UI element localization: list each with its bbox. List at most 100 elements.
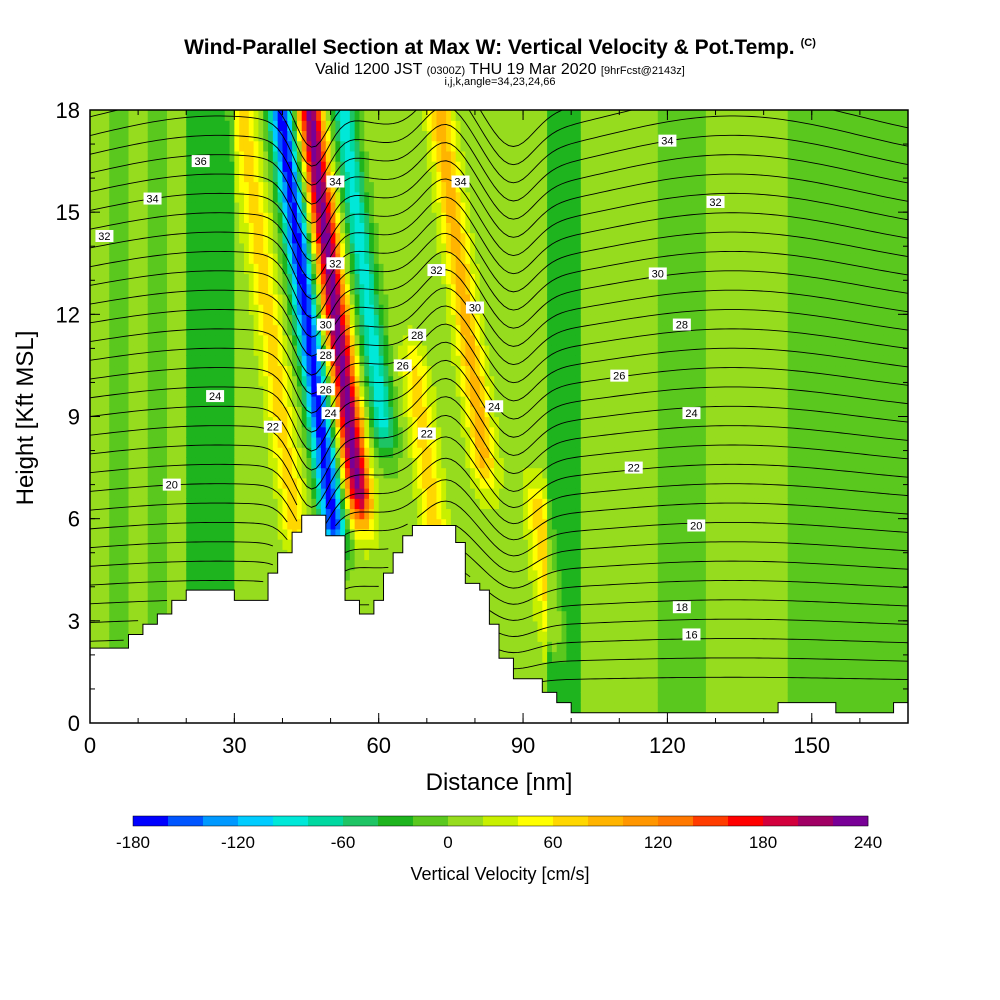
velocity-cell bbox=[157, 569, 163, 581]
velocity-cell bbox=[412, 242, 418, 254]
velocity-cell bbox=[316, 253, 322, 264]
velocity-cell bbox=[162, 181, 168, 193]
velocity-cell bbox=[369, 539, 375, 550]
velocity-cell bbox=[229, 161, 235, 172]
velocity-cell bbox=[417, 130, 423, 142]
velocity-cell bbox=[118, 620, 125, 632]
velocity-cell bbox=[162, 488, 168, 499]
velocity-cell bbox=[450, 416, 457, 428]
velocity-cell bbox=[142, 201, 149, 213]
velocity-cell bbox=[431, 171, 438, 183]
velocity-cell bbox=[369, 293, 375, 305]
velocity-cell bbox=[215, 406, 221, 418]
velocity-cell bbox=[301, 416, 308, 428]
velocity-cell bbox=[364, 324, 370, 336]
velocity-cell bbox=[258, 549, 264, 561]
velocity-cell bbox=[142, 304, 149, 315]
velocity-cell bbox=[330, 508, 336, 520]
velocity-cell bbox=[287, 191, 293, 203]
velocity-cell bbox=[114, 385, 120, 397]
velocity-cell bbox=[369, 426, 375, 438]
velocity-cell bbox=[287, 324, 293, 336]
velocity-cell bbox=[446, 191, 452, 203]
velocity-cell bbox=[455, 304, 462, 315]
velocity-cell bbox=[239, 232, 245, 244]
velocity-cell bbox=[186, 518, 192, 530]
velocity-cell bbox=[388, 242, 394, 254]
velocity-cell bbox=[272, 508, 279, 520]
velocity-cell bbox=[292, 498, 298, 510]
velocity-cell bbox=[258, 242, 264, 254]
velocity-cell bbox=[455, 201, 462, 213]
velocity-cell bbox=[205, 467, 211, 479]
velocity-cell bbox=[210, 334, 216, 346]
velocity-cell bbox=[402, 120, 409, 132]
velocity-cell bbox=[465, 436, 471, 448]
velocity-cell bbox=[94, 620, 101, 632]
velocity-cell bbox=[104, 242, 110, 254]
velocity-cell bbox=[417, 355, 423, 367]
velocity-cell bbox=[292, 222, 298, 234]
velocity-cell bbox=[301, 375, 308, 387]
velocity-cell bbox=[465, 518, 471, 530]
velocity-cell bbox=[446, 334, 452, 346]
velocity-cell bbox=[272, 528, 279, 540]
velocity-cell bbox=[224, 161, 231, 172]
velocity-cell bbox=[200, 477, 207, 489]
velocity-cell bbox=[195, 528, 202, 540]
velocity-cell bbox=[224, 344, 231, 356]
velocity-cell bbox=[152, 120, 158, 132]
velocity-cell bbox=[162, 110, 168, 121]
velocity-cell bbox=[90, 344, 96, 356]
velocity-cell bbox=[388, 498, 394, 510]
velocity-cell bbox=[215, 365, 221, 377]
velocity-cell bbox=[431, 242, 438, 254]
velocity-cell bbox=[460, 263, 466, 275]
velocity-cell bbox=[460, 355, 466, 367]
velocity-cell bbox=[138, 447, 144, 458]
velocity-cell bbox=[316, 498, 322, 510]
velocity-cell bbox=[229, 447, 235, 458]
velocity-cell bbox=[364, 191, 370, 203]
velocity-cell bbox=[128, 324, 134, 336]
velocity-cell bbox=[104, 293, 110, 305]
velocity-cell bbox=[412, 436, 418, 448]
velocity-cell bbox=[417, 181, 423, 193]
velocity-cell bbox=[142, 539, 149, 550]
velocity-cell bbox=[335, 232, 341, 244]
velocity-cell bbox=[239, 293, 245, 305]
velocity-cell bbox=[243, 579, 250, 591]
velocity-cell bbox=[354, 222, 361, 234]
velocity-cell bbox=[417, 201, 423, 213]
velocity-cell bbox=[311, 171, 317, 183]
velocity-cell bbox=[191, 283, 197, 295]
velocity-cell bbox=[412, 150, 418, 162]
velocity-cell bbox=[311, 324, 317, 336]
velocity-cell bbox=[369, 508, 375, 520]
velocity-cell bbox=[268, 110, 274, 121]
velocity-cell bbox=[229, 201, 235, 213]
velocity-cell bbox=[181, 212, 187, 223]
velocity-cell bbox=[417, 488, 423, 499]
velocity-cell bbox=[195, 447, 202, 458]
velocity-cell bbox=[484, 569, 490, 581]
velocity-cell bbox=[239, 477, 245, 489]
velocity-cell bbox=[417, 293, 423, 305]
velocity-cell bbox=[455, 344, 462, 356]
velocity-cell bbox=[268, 201, 274, 213]
velocity-cell bbox=[474, 477, 481, 489]
velocity-cell bbox=[277, 181, 284, 193]
velocity-cell bbox=[474, 406, 481, 418]
velocity-cell bbox=[465, 528, 471, 540]
velocity-cell bbox=[359, 253, 365, 264]
velocity-cell bbox=[142, 273, 149, 285]
velocity-cell bbox=[378, 477, 385, 489]
velocity-cell bbox=[407, 263, 413, 275]
velocity-cell bbox=[484, 365, 490, 377]
velocity-cell bbox=[224, 222, 231, 234]
velocity-cell bbox=[426, 416, 433, 428]
velocity-cell bbox=[306, 498, 312, 510]
velocity-cell bbox=[460, 253, 466, 264]
velocity-cell bbox=[205, 324, 211, 336]
velocity-cell bbox=[248, 222, 255, 234]
